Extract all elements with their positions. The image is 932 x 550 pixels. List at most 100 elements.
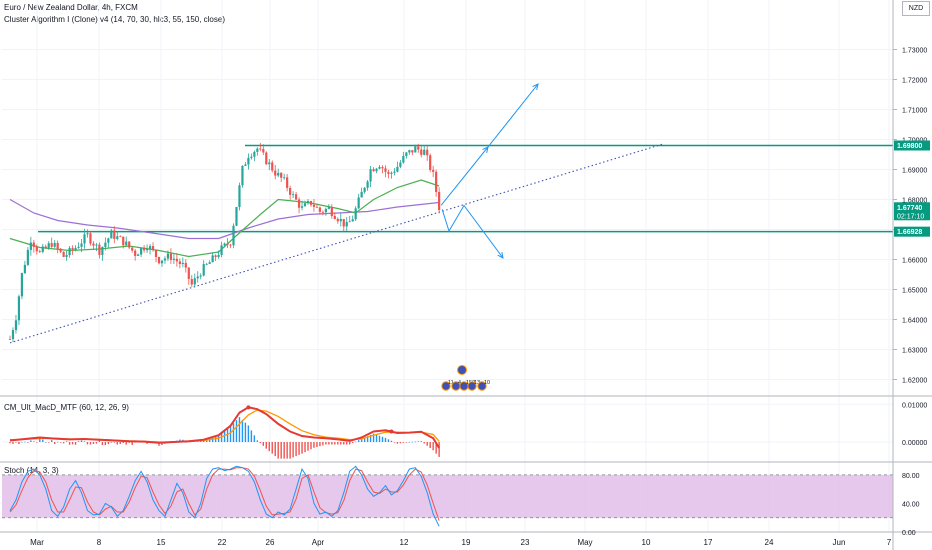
macd-histogram-bar <box>223 430 226 443</box>
macd-histogram-bar <box>420 441 422 443</box>
candle-body <box>92 243 95 246</box>
candle-body <box>166 253 170 259</box>
candle-body <box>297 199 301 208</box>
candle-body <box>300 206 304 208</box>
candle-body <box>53 242 56 247</box>
candle-body <box>140 247 143 255</box>
candle-body <box>226 243 229 245</box>
macd-histogram-bar <box>18 442 20 445</box>
macd-histogram-bar <box>322 442 324 446</box>
macd-histogram-bar <box>235 420 238 443</box>
fast-ma-line <box>9 179 440 258</box>
macd-histogram-bar <box>146 442 148 444</box>
macd-histogram-bar <box>301 442 303 454</box>
candle-body <box>366 181 369 188</box>
last-price-label-countdown: 02:17:10 <box>897 213 924 220</box>
candle-body <box>408 150 411 153</box>
candle-body <box>95 244 98 246</box>
price-tick-label: 1.66000 <box>902 258 927 265</box>
candle-body <box>271 162 274 171</box>
event-marker <box>441 381 451 391</box>
candle-body <box>238 185 241 208</box>
candle-body <box>175 258 178 262</box>
macd-histogram-bar <box>203 440 205 443</box>
macd-histogram-bar <box>77 441 80 443</box>
macd-histogram-bar <box>42 439 44 443</box>
macd-histogram-bar <box>390 440 393 443</box>
price-tick-label: 1.68000 <box>902 198 927 205</box>
time-tick-label: Apr <box>312 538 325 547</box>
candle-body <box>196 276 199 279</box>
candle-body <box>80 243 83 247</box>
candle-body <box>202 264 205 276</box>
candle-body <box>244 164 247 166</box>
candle-body <box>214 255 217 257</box>
macd-histogram-bar <box>423 442 425 444</box>
candle-body <box>154 250 158 258</box>
macd-histogram-bar <box>384 437 387 443</box>
candle-body <box>294 194 298 200</box>
time-tick-label: 15 <box>157 538 166 547</box>
grid <box>2 0 893 532</box>
candle-body <box>402 155 405 163</box>
macd-histogram-bar <box>92 442 95 444</box>
stoch-d-line <box>9 467 440 521</box>
candle-body <box>292 194 295 196</box>
candle-body <box>426 149 429 156</box>
candle-body <box>65 255 68 257</box>
candle-body <box>420 149 423 155</box>
candle-body <box>208 262 211 264</box>
macd-histogram-bar <box>110 442 113 443</box>
indicator-title[interactable]: Cluster Algorithm I (Clone) v4 (14, 70, … <box>4 15 225 24</box>
macd-histogram-bar <box>268 442 270 452</box>
candle-body <box>348 221 351 223</box>
macd-histogram-bar <box>307 442 309 451</box>
macd-histogram-bar <box>54 442 56 445</box>
candle-body <box>56 242 59 249</box>
macd-title: CM_Ult_MacD_MTF (60, 12, 26, 9) <box>4 403 129 412</box>
stoch-k-line <box>9 465 440 527</box>
macd-histogram-bar <box>328 442 330 445</box>
time-tick-label: May <box>577 538 592 547</box>
macd-histogram-bar <box>62 442 65 444</box>
macd-histogram-bar <box>271 442 273 454</box>
candle-body <box>280 172 283 178</box>
macd-pane: CM_Ult_MacD_MTF (60, 12, 26, 9) <box>4 403 440 459</box>
macd-histogram-bar <box>331 442 333 445</box>
macd-histogram-bar <box>337 442 339 445</box>
price-tick-label: 1.73000 <box>902 48 927 55</box>
candle-body <box>259 148 262 150</box>
candle-body <box>62 251 65 257</box>
last-price-label: 1.67740 <box>897 205 922 212</box>
candle-body <box>190 279 193 285</box>
candle-body <box>131 247 134 251</box>
candle-body <box>330 207 333 216</box>
candle-body <box>128 241 131 248</box>
macd-tick-label: 0.00000 <box>902 440 927 447</box>
macd-histogram-bar <box>226 428 229 443</box>
candle-body <box>265 152 268 165</box>
candle-body <box>339 218 342 222</box>
candle-body <box>68 247 71 256</box>
candle-body <box>26 249 29 265</box>
candle-body <box>333 215 336 219</box>
stoch-tick-label: 0.00 <box>902 530 916 537</box>
candle-body <box>74 247 77 250</box>
candle-body <box>125 241 128 246</box>
currency-selector[interactable]: NZD <box>902 1 930 16</box>
candle-body <box>41 246 44 252</box>
candle-body <box>119 236 122 238</box>
candle-body <box>220 245 223 255</box>
support-price-label-bg <box>894 226 930 237</box>
candle-body <box>321 211 324 213</box>
macd-histogram-bar <box>366 436 369 443</box>
candle-body <box>390 172 393 174</box>
macd-histogram-bar <box>122 442 124 443</box>
candle-body <box>145 248 149 251</box>
macd-histogram-bar <box>274 442 276 457</box>
stoch-pane: Stoch (14, 3, 3) <box>2 465 893 527</box>
candle-body <box>77 246 80 248</box>
candle-body <box>101 246 104 255</box>
macd-histogram-bar <box>113 442 115 443</box>
